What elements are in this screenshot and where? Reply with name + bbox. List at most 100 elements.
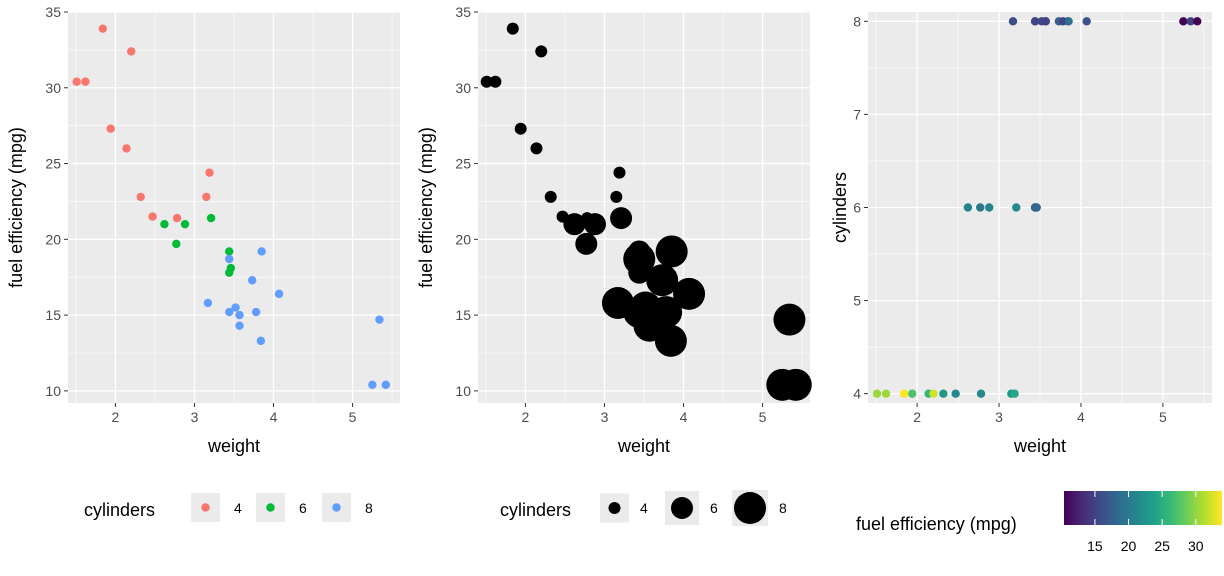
legend-symbol (608, 502, 621, 514)
data-point (929, 389, 938, 398)
y-tick-label: 25 (45, 156, 61, 172)
x-axis-title: weight (1013, 436, 1066, 456)
colorbar: fuel efficiency (mpg) 15 20 25 30 (856, 491, 1222, 554)
data-point (136, 192, 145, 202)
y-tick-label: 6 (853, 200, 861, 216)
data-point (899, 389, 909, 398)
data-point (160, 219, 169, 229)
data-point (1008, 17, 1018, 26)
data-point (1082, 17, 1091, 26)
colorbar-tick-label: 15 (1087, 538, 1103, 554)
data-point (650, 296, 683, 329)
x-tick-label: 5 (1159, 409, 1167, 425)
data-point (257, 247, 266, 256)
data-point (506, 22, 519, 35)
data-point (535, 45, 548, 58)
legend-size: cylinders 4 6 8 (500, 490, 787, 526)
y-axis-title: fuel efficiency (mpg) (6, 127, 26, 288)
data-point (563, 213, 586, 236)
data-point (247, 276, 257, 285)
data-point (98, 24, 107, 33)
data-point (655, 235, 688, 268)
x-tick-label: 2 (522, 409, 530, 425)
data-point (368, 380, 377, 390)
data-point (375, 315, 384, 324)
colorbar-bar (1064, 491, 1222, 525)
colorbar-tick-label: 30 (1188, 538, 1204, 554)
y-axis-title: cylinders (830, 172, 850, 243)
legend-symbol (332, 503, 341, 512)
data-point (205, 168, 214, 177)
data-point (908, 389, 917, 398)
data-point (610, 190, 623, 203)
data-point (225, 307, 234, 317)
data-point (881, 389, 891, 398)
y-tick-label: 10 (455, 383, 471, 399)
legend-label: 6 (299, 500, 307, 516)
x-tick-label: 3 (191, 409, 199, 425)
data-point (480, 75, 493, 88)
data-point (148, 212, 157, 221)
data-point (225, 247, 234, 256)
x-tick-label: 3 (995, 409, 1003, 425)
data-point (1032, 203, 1041, 212)
legend-symbol (201, 503, 210, 512)
data-point (106, 124, 115, 133)
data-point (976, 203, 985, 212)
x-tick-label: 4 (680, 409, 688, 425)
data-point (976, 389, 986, 398)
data-point (381, 380, 390, 390)
legend-symbol (671, 497, 693, 519)
data-point (583, 213, 606, 236)
y-tick-label: 7 (853, 106, 861, 122)
legend-label: 8 (779, 500, 787, 516)
panel-panel_c: 2 3 4 5 4 5 6 7 8 weight cylinders (830, 12, 1212, 456)
legend-label: 4 (234, 500, 242, 516)
data-point (985, 203, 994, 212)
y-tick-label: 20 (455, 231, 471, 247)
x-tick-label: 4 (270, 409, 278, 425)
data-point (226, 263, 236, 273)
data-point (951, 389, 960, 398)
y-tick-label: 5 (853, 293, 861, 309)
legend-label: 8 (365, 500, 373, 516)
x-tick-label: 5 (349, 409, 357, 425)
colorbar-tick-label: 25 (1154, 538, 1170, 554)
panel-panel_a: 2 3 4 5 10 15 20 25 30 35 weight fuel efficiency (m… (6, 4, 400, 456)
data-point (256, 336, 266, 346)
data-point (646, 264, 679, 297)
y-tick-label: 30 (455, 80, 471, 96)
data-point (654, 324, 687, 357)
y-tick-label: 15 (455, 307, 471, 323)
legend-title: cylinders (84, 500, 155, 520)
panel-panel_b: 2 3 4 5 10 15 20 25 30 35 weight fuel efficiency (m… (416, 4, 812, 456)
x-axis-title: weight (207, 436, 260, 456)
data-point (231, 303, 240, 312)
data-point (1064, 17, 1073, 26)
y-tick-label: 8 (853, 13, 861, 29)
y-tick-label: 15 (45, 307, 61, 323)
data-point (1179, 17, 1188, 26)
data-point (251, 307, 261, 317)
legend-title: cylinders (500, 500, 571, 520)
legend-color: cylinders 4 6 8 (84, 493, 373, 522)
data-point (203, 298, 213, 308)
y-tick-label: 30 (45, 80, 61, 96)
colorbar-title: fuel efficiency (mpg) (856, 514, 1017, 534)
y-tick-label: 35 (455, 4, 471, 20)
y-tick-label: 4 (853, 386, 861, 402)
y-axis-title: fuel efficiency (mpg) (416, 127, 436, 288)
legend-symbol (734, 492, 766, 524)
x-axis-title: weight (617, 436, 670, 456)
data-point (872, 389, 882, 398)
y-tick-label: 25 (455, 156, 471, 172)
data-point (1030, 17, 1040, 26)
data-point (514, 122, 527, 135)
y-tick-label: 10 (45, 383, 61, 399)
data-point (180, 219, 190, 229)
data-point (939, 389, 948, 398)
data-point (530, 142, 543, 155)
legend-label: 4 (640, 500, 648, 516)
legend-symbol (266, 503, 275, 512)
